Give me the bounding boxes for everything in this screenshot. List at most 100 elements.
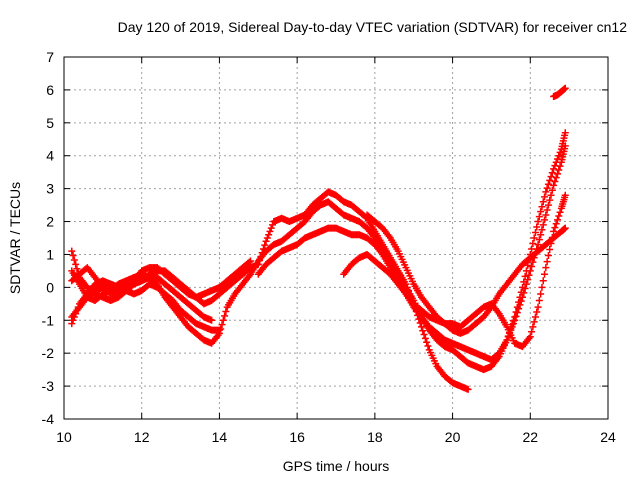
plot-frame	[63, 56, 609, 420]
series-track-4	[68, 191, 569, 351]
y-tick-labels: -4 -3 -2 -1 0 1 2 3 4 5 6 7	[42, 49, 55, 427]
x-tick-label: 18	[367, 429, 383, 445]
data-point	[528, 263, 536, 271]
data-point	[511, 316, 519, 324]
data-point	[419, 327, 427, 335]
data-point	[247, 257, 255, 265]
data-point	[266, 227, 274, 235]
data-point	[515, 305, 523, 313]
data-point	[546, 196, 554, 204]
y-tick-label: 5	[46, 115, 54, 131]
data-point	[534, 241, 542, 249]
data-point	[464, 385, 472, 393]
x-tick-labels: 10 12 14 16 18 20 22 24	[56, 429, 616, 445]
data-point	[208, 316, 216, 324]
data-point	[503, 336, 511, 344]
ticks	[63, 56, 609, 420]
data-point	[218, 321, 226, 329]
data-point	[531, 313, 539, 321]
x-axis-label: GPS time / hours	[283, 458, 390, 474]
data-point	[548, 186, 556, 194]
data-point	[539, 221, 547, 229]
data-point	[556, 208, 564, 216]
data-point	[524, 276, 532, 284]
data-point	[69, 316, 77, 324]
data-point	[423, 338, 431, 346]
data-point	[539, 198, 547, 206]
data-point	[512, 312, 520, 320]
data-point	[533, 223, 541, 231]
x-tick-label: 12	[134, 429, 150, 445]
data-point	[269, 221, 277, 229]
data-point	[219, 316, 227, 324]
data-point	[553, 216, 561, 224]
data-point	[526, 333, 534, 341]
data-point	[70, 256, 78, 264]
data-point	[533, 308, 541, 316]
data-point	[553, 170, 561, 178]
data-point	[543, 206, 551, 214]
data-point	[542, 188, 550, 196]
data-point	[542, 211, 550, 219]
data-point	[68, 247, 76, 255]
data-point	[561, 191, 569, 199]
data-point	[424, 342, 432, 350]
data-point	[538, 283, 546, 291]
data-point	[537, 208, 545, 216]
y-tick-label: -3	[42, 378, 55, 394]
data-point	[525, 271, 533, 279]
series-track-2	[68, 129, 569, 374]
data-point	[267, 224, 275, 232]
data-point	[552, 220, 560, 228]
data-point	[534, 218, 542, 226]
data-point	[73, 306, 81, 314]
data-point	[534, 303, 542, 311]
y-tick-label: 4	[46, 148, 54, 164]
data-point	[538, 226, 546, 234]
data-point	[530, 318, 538, 326]
data-point	[542, 264, 550, 272]
data-point	[73, 265, 81, 273]
data-point	[68, 320, 76, 328]
data-point	[263, 234, 271, 242]
data-point	[74, 303, 82, 311]
data-point	[552, 174, 560, 182]
data-point	[550, 227, 558, 235]
x-tick-label: 10	[56, 429, 72, 445]
data-point	[513, 309, 521, 317]
data-point	[546, 246, 554, 254]
y-tick-label: 2	[46, 214, 54, 230]
data-point	[521, 284, 529, 292]
data-point	[522, 280, 530, 288]
data-point	[561, 142, 569, 150]
data-point	[537, 231, 545, 239]
data-point	[245, 258, 253, 266]
y-tick-label: -4	[42, 411, 55, 427]
data-point	[417, 323, 425, 331]
data-point	[550, 181, 558, 189]
data-point	[561, 129, 569, 137]
data-point	[531, 229, 539, 237]
y-tick-label: -1	[42, 312, 55, 328]
data-point	[541, 270, 549, 278]
data-point	[262, 237, 270, 245]
data-point	[509, 320, 517, 328]
data-point	[535, 297, 543, 305]
x-tick-label: 14	[212, 429, 228, 445]
data-point	[530, 234, 538, 242]
data-point	[517, 297, 525, 305]
data-point	[551, 224, 559, 232]
y-tick-label: 6	[46, 82, 54, 98]
data-point	[265, 231, 273, 239]
data-point	[546, 176, 554, 184]
data-point	[528, 328, 536, 336]
y-tick-label: -2	[42, 345, 55, 361]
data-point	[535, 213, 543, 221]
data-point	[70, 313, 78, 321]
series-track-3	[68, 142, 569, 364]
data-point	[541, 193, 549, 201]
grid	[64, 57, 608, 419]
data-point	[421, 334, 429, 342]
data-point	[529, 239, 537, 247]
data-point	[69, 252, 77, 260]
